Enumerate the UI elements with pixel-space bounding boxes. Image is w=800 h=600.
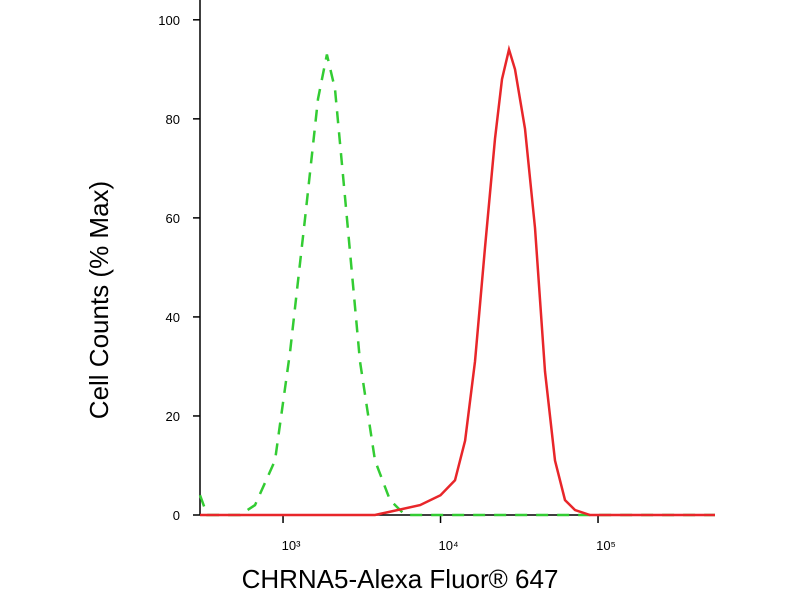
x-tick-label: 10⁴ <box>439 538 459 553</box>
y-tick-label: 100 <box>158 13 180 28</box>
y-tick-label: 0 <box>173 508 180 523</box>
x-tick-label: 10³ <box>282 538 301 553</box>
series-line <box>200 44 715 517</box>
series-line <box>198 54 715 517</box>
x-tick-label: 10⁵ <box>596 538 616 553</box>
y-tick-label: 80 <box>166 112 180 127</box>
x-axis-label: CHRNA5-Alexa Fluor® 647 <box>242 564 559 594</box>
y-tick-label: 20 <box>166 409 180 424</box>
y-tick-label: 60 <box>166 211 180 226</box>
y-tick-label: 40 <box>166 310 180 325</box>
y-axis-label: Cell Counts (% Max) <box>84 181 114 419</box>
